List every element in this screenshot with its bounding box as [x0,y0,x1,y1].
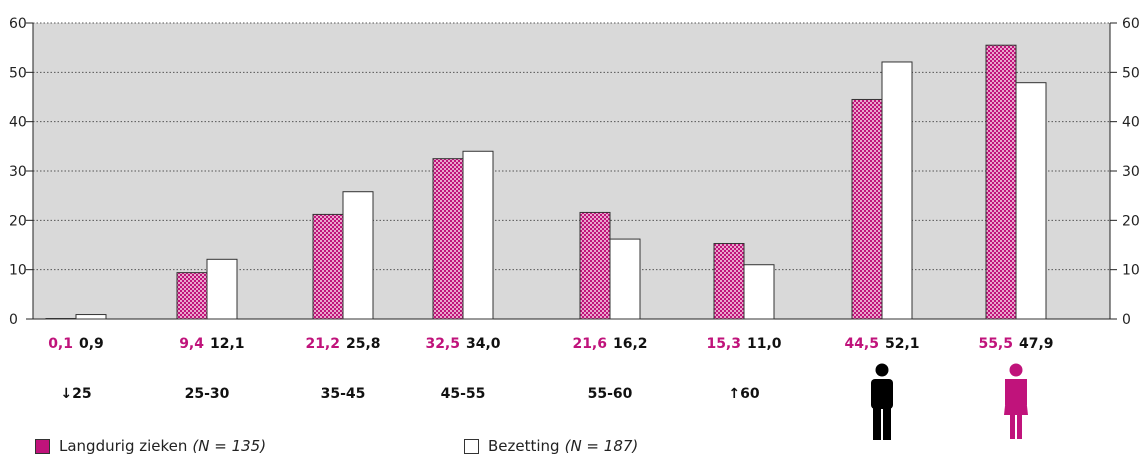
data-label-ziek: 21,2 [305,336,340,352]
legend-bezetting: Bezetting (N = 187) [464,436,638,456]
icon-head [875,363,889,377]
bar-bezetting [342,191,374,320]
data-label-bezetting: 0,9 [79,336,104,352]
icon-leg-right [883,407,891,440]
bar-bezetting [609,238,641,320]
legend-ziek: Langdurig zieken (N = 135) [35,436,266,456]
y-tick-label-left: 30 [9,164,27,180]
icon-leg-right [1017,413,1022,439]
x-tick-label: ↑60 [728,386,759,402]
data-label-bezetting: 12,1 [210,336,245,352]
y-tick-label-left: 40 [9,115,27,131]
bar-bezetting [743,264,775,320]
bar-bezetting [881,61,913,320]
bar-bezetting [462,150,494,320]
y-tick-label-left: 10 [9,263,27,279]
x-tick-label: ↓25 [60,386,91,402]
legend-label-bezetting: Bezetting [488,437,560,455]
data-label-ziek: 9,4 [179,336,204,352]
bar-ziek [432,158,464,320]
data-label-ziek: 0,1 [48,336,73,352]
bar-ziek [176,272,208,320]
data-label-ziek: 15,3 [706,336,741,352]
x-tick-label: 25-30 [185,386,230,402]
legend-note-ziek: (N = 135) [192,437,267,455]
bar-bezetting [206,258,238,320]
data-label-bezetting: 11,0 [747,336,782,352]
y-tick-label-left: 20 [9,213,27,229]
y-tick-label-left: 60 [9,16,27,32]
data-label-ziek: 44,5 [844,336,879,352]
bar-ziek [985,44,1017,320]
icon-leg-left [1010,413,1015,439]
legend-label-ziek: Langdurig zieken [59,437,188,455]
y-tick-label-right: 20 [1122,213,1140,229]
legend-swatch-bezetting [464,438,479,454]
icon-head [1009,363,1023,377]
icon-arm-left [1005,379,1008,405]
male-person-icon [871,363,893,440]
y-tick-label-left: 50 [9,65,27,81]
data-label-bezetting: 16,2 [613,336,648,352]
female-person-icon [1004,363,1028,439]
bar-ziek [851,98,883,320]
data-label-bezetting: 47,9 [1019,336,1054,352]
x-tick-label: 45-55 [441,386,486,402]
data-label-bezetting: 52,1 [885,336,920,352]
icon-arm-right [1024,379,1027,405]
x-tick-label: 55-60 [588,386,633,402]
y-tick-label-left: 0 [9,312,18,328]
x-tick-label: 35-45 [321,386,366,402]
y-tick-label-right: 10 [1122,263,1140,279]
y-tick-label-right: 40 [1122,115,1140,131]
legend-note-bezetting: (N = 187) [564,437,639,455]
bar-ziek [312,213,344,320]
data-label-ziek: 21,6 [572,336,607,352]
icon-torso [871,379,893,409]
y-tick-label-right: 30 [1122,164,1140,180]
icon-leg-left [873,407,881,440]
y-tick-label-right: 0 [1122,312,1131,328]
data-label-bezetting: 34,0 [466,336,501,352]
bar-ziek [579,211,611,320]
data-label-bezetting: 25,8 [346,336,381,352]
y-tick-label-right: 50 [1122,65,1140,81]
legend-swatch-ziek [35,438,50,454]
icon-dress [1004,379,1028,415]
bar-ziek [713,243,745,320]
y-tick-label-right: 60 [1122,16,1140,32]
bar-bezetting [1015,82,1047,320]
data-label-ziek: 55,5 [978,336,1013,352]
data-label-ziek: 32,5 [425,336,460,352]
bar-bezetting [75,314,107,320]
